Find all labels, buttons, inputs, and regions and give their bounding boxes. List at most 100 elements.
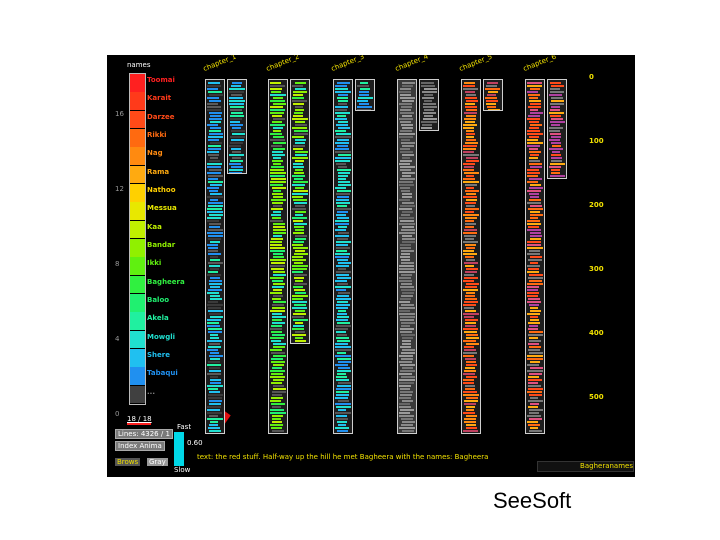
- text-line-mark: [336, 307, 348, 309]
- text-line-mark: [273, 343, 286, 345]
- legend-swatch[interactable]: [130, 330, 145, 349]
- text-line-mark: [273, 235, 282, 237]
- text-line-mark: [294, 133, 308, 135]
- text-line-mark: [295, 310, 305, 312]
- text-line-mark: [207, 322, 219, 324]
- gray-button[interactable]: Gray: [147, 458, 168, 466]
- legend-name[interactable]: Kaa: [147, 222, 162, 231]
- text-line-mark: [336, 163, 346, 165]
- text-line-mark: [292, 265, 308, 267]
- legend-swatch[interactable]: [130, 147, 145, 166]
- legend-name[interactable]: Darzee: [147, 112, 175, 121]
- chapter-column[interactable]: [290, 79, 310, 344]
- search-input[interactable]: Bagheranames: [537, 461, 634, 472]
- chapter-label[interactable]: chapter_5: [458, 55, 494, 73]
- chapter-label[interactable]: chapter_4: [394, 55, 430, 73]
- count-slider[interactable]: [127, 423, 151, 425]
- text-line-mark: [337, 316, 349, 318]
- chapter-label[interactable]: chapter_6: [522, 55, 558, 73]
- chapter-column[interactable]: [483, 79, 503, 111]
- text-line-mark: [293, 148, 303, 150]
- legend-name[interactable]: Nag: [147, 149, 163, 158]
- legend-name[interactable]: Mowgli: [147, 332, 176, 341]
- legend-swatch[interactable]: [130, 220, 145, 239]
- legend-swatch[interactable]: [130, 294, 145, 312]
- browse-button[interactable]: Brows: [115, 458, 141, 466]
- legend-swatch[interactable]: [130, 312, 145, 331]
- chapter-column[interactable]: [333, 79, 353, 434]
- chapter-label[interactable]: chapter_1: [202, 55, 238, 73]
- text-line-mark: [338, 409, 346, 411]
- text-line-mark: [466, 130, 474, 132]
- chapter-column[interactable]: [547, 79, 567, 179]
- text-line-mark: [402, 211, 413, 213]
- text-line-mark: [466, 409, 474, 411]
- chapter-label[interactable]: chapter_3: [330, 55, 366, 73]
- legend-swatch[interactable]: [130, 367, 145, 386]
- chapter-column[interactable]: [205, 79, 225, 434]
- chapter-column[interactable]: [268, 79, 288, 434]
- text-line-mark: [528, 376, 539, 378]
- chapter-column[interactable]: [525, 79, 545, 434]
- text-line-mark: [400, 328, 414, 330]
- text-line-mark: [208, 394, 223, 396]
- text-line-mark: [208, 175, 223, 177]
- chapter-column[interactable]: [461, 79, 481, 434]
- legend-name[interactable]: Toomai: [147, 76, 175, 84]
- legend-name[interactable]: Shere: [147, 351, 170, 359]
- text-line-mark: [336, 265, 349, 267]
- legend-name[interactable]: Bandar: [147, 241, 176, 249]
- chapter-column[interactable]: [355, 79, 375, 111]
- text-line-mark: [335, 160, 350, 162]
- legend-swatch[interactable]: [130, 129, 145, 147]
- legend-name[interactable]: Karait: [147, 94, 172, 103]
- legend-name[interactable]: Rikki: [147, 131, 167, 139]
- legend-swatch[interactable]: [130, 239, 145, 257]
- legend-swatch[interactable]: [130, 165, 145, 184]
- text-line-mark: [208, 388, 218, 390]
- legend-name[interactable]: Rama: [147, 167, 170, 176]
- text-line-mark: [463, 154, 479, 156]
- text-line-mark: [294, 304, 306, 306]
- text-line-mark: [466, 247, 475, 249]
- legend-swatch[interactable]: [130, 92, 145, 111]
- text-line-mark: [338, 127, 350, 129]
- text-line-mark: [530, 166, 542, 168]
- legend-swatch[interactable]: [130, 385, 145, 404]
- speed-slider[interactable]: [174, 432, 184, 466]
- legend-name[interactable]: Akela: [147, 314, 169, 323]
- legend-swatch[interactable]: [130, 275, 145, 294]
- text-line-mark: [295, 214, 303, 216]
- legend-name[interactable]: Bagheera: [147, 277, 185, 286]
- legend-name[interactable]: ...: [147, 387, 155, 396]
- color-legend-bar[interactable]: [129, 73, 146, 405]
- text-line-mark: [337, 430, 348, 432]
- text-line-mark: [271, 358, 283, 360]
- text-line-mark: [208, 178, 218, 180]
- chapter-column[interactable]: [397, 79, 417, 434]
- legend-name[interactable]: Ikki: [147, 259, 162, 268]
- text-line-mark: [336, 250, 347, 252]
- legend-name[interactable]: Baloo: [147, 296, 170, 304]
- text-line-mark: [336, 298, 351, 300]
- legend-name[interactable]: Tabaqui: [147, 369, 178, 378]
- chapter-label[interactable]: chapter_2: [265, 55, 301, 73]
- text-line-mark: [292, 295, 308, 297]
- text-line-mark: [401, 334, 415, 336]
- text-line-mark: [401, 283, 412, 285]
- legend-swatch[interactable]: [130, 184, 145, 202]
- legend-name[interactable]: Messua: [147, 204, 177, 213]
- text-line-mark: [400, 388, 410, 390]
- chapter-column[interactable]: [419, 79, 439, 131]
- index-animation-button[interactable]: Index Anima: [115, 441, 165, 451]
- text-line-mark: [400, 151, 413, 153]
- text-line-mark: [424, 109, 434, 111]
- legend-name[interactable]: Nathoo: [147, 186, 176, 194]
- legend-swatch[interactable]: [130, 110, 145, 129]
- chapter-column[interactable]: [227, 79, 247, 174]
- legend-swatch[interactable]: [130, 257, 145, 276]
- legend-swatch[interactable]: [130, 74, 145, 92]
- text-line-mark: [360, 82, 368, 84]
- legend-swatch[interactable]: [130, 349, 145, 367]
- legend-swatch[interactable]: [130, 202, 145, 221]
